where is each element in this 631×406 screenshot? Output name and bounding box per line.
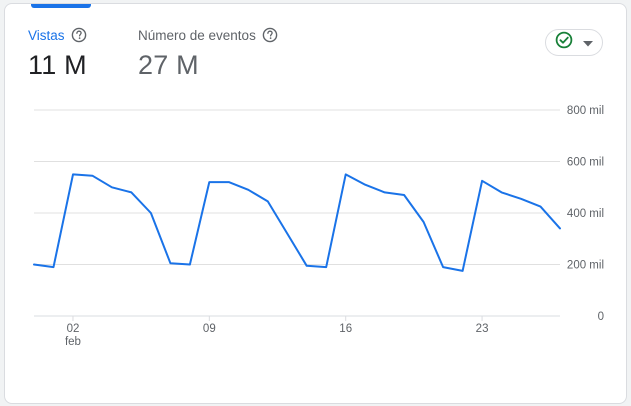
y-tick-label: 0 (598, 311, 604, 323)
y-tick-label: 400 mil (567, 208, 604, 220)
check-circle-icon (555, 31, 573, 54)
metrics-card: Vistas 11 M Número de eventos 27 M (4, 3, 627, 404)
metric-label: Vistas (28, 27, 65, 43)
x-tick-label: 16 (339, 323, 352, 335)
x-tick-sublabel: feb (65, 336, 81, 348)
y-tick-label: 200 mil (567, 260, 604, 272)
x-tick-label: 09 (203, 323, 216, 335)
metric-label: Número de eventos (138, 27, 256, 43)
x-tick-label: 02 (67, 323, 80, 335)
active-tab-indicator (31, 4, 91, 8)
help-circle-icon[interactable] (71, 27, 87, 43)
x-tick-label: 23 (476, 323, 489, 335)
series-line-vistas (33, 173, 561, 272)
status-dropdown-button[interactable] (545, 29, 603, 56)
y-tick-label: 600 mil (567, 157, 604, 169)
help-circle-icon[interactable] (262, 27, 278, 43)
metric-value: 27 M (138, 50, 199, 80)
metric-value: 11 M (28, 50, 87, 80)
y-tick-label: 800 mil (567, 105, 604, 117)
caret-down-icon (583, 34, 593, 52)
metric-tab-numero-de-eventos[interactable]: Número de eventos 27 M (138, 26, 278, 81)
metric-tab-vistas[interactable]: Vistas 11 M (28, 26, 87, 81)
